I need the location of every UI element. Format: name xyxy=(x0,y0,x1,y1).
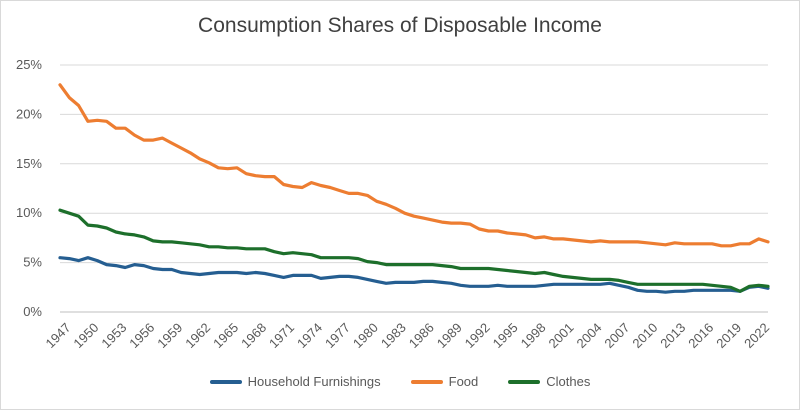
x-tick-label: 1950 xyxy=(70,320,101,351)
x-tick-label: 1959 xyxy=(154,320,185,351)
x-tick-label: 1995 xyxy=(490,320,521,351)
legend-swatch xyxy=(508,379,541,384)
series-line-household-furnishings xyxy=(58,256,770,294)
legend-item: Clothes xyxy=(508,374,590,389)
x-tick-label: 1974 xyxy=(294,320,325,351)
x-tick-label: 1947 xyxy=(42,320,73,351)
y-tick-label: 20% xyxy=(16,106,42,121)
y-tick-label: 0% xyxy=(23,304,42,319)
x-tick-label: 1971 xyxy=(266,320,297,351)
x-tick-label: 1956 xyxy=(126,320,157,351)
x-tick-label: 1989 xyxy=(434,320,465,351)
x-tick-label: 2022 xyxy=(741,320,772,351)
legend-label: Food xyxy=(448,374,479,389)
x-tick-label: 2010 xyxy=(629,320,660,351)
y-tick-label: 15% xyxy=(16,156,42,171)
x-tick-label: 2007 xyxy=(601,320,632,351)
legend-swatch xyxy=(410,379,443,384)
x-tick-label: 1992 xyxy=(462,320,493,351)
chart-title: Consumption Shares of Disposable Income xyxy=(198,14,602,37)
legend-label: Clothes xyxy=(546,374,591,389)
x-tick-label: 1998 xyxy=(518,320,549,351)
x-tick-label: 2001 xyxy=(546,320,577,351)
x-tick-label: 1968 xyxy=(238,320,269,351)
x-tick-label: 2019 xyxy=(713,320,744,351)
y-tick-label: 25% xyxy=(16,57,42,72)
legend-swatch xyxy=(209,379,242,384)
x-tick-label: 1980 xyxy=(350,320,381,351)
x-tick-label: 2016 xyxy=(685,320,716,351)
x-tick-label: 1986 xyxy=(406,320,437,351)
series-line-clothes xyxy=(58,208,770,293)
y-tick-label: 10% xyxy=(16,205,42,220)
x-tick-label: 2004 xyxy=(573,320,604,351)
chart-legend: Household Furnishings Food Clothes xyxy=(0,374,800,389)
y-tick-label: 5% xyxy=(23,255,42,270)
legend-label: Household Furnishings xyxy=(247,374,381,389)
x-tick-label: 1965 xyxy=(210,320,241,351)
x-tick-label: 1953 xyxy=(98,320,129,351)
legend-item: Food xyxy=(410,374,479,389)
legend-item: Household Furnishings xyxy=(209,374,381,389)
x-tick-label: 1983 xyxy=(378,320,409,351)
series-line-food xyxy=(58,83,770,248)
x-tick-label: 1962 xyxy=(182,320,213,351)
x-tick-label: 1977 xyxy=(322,320,353,351)
x-tick-label: 2013 xyxy=(657,320,688,351)
